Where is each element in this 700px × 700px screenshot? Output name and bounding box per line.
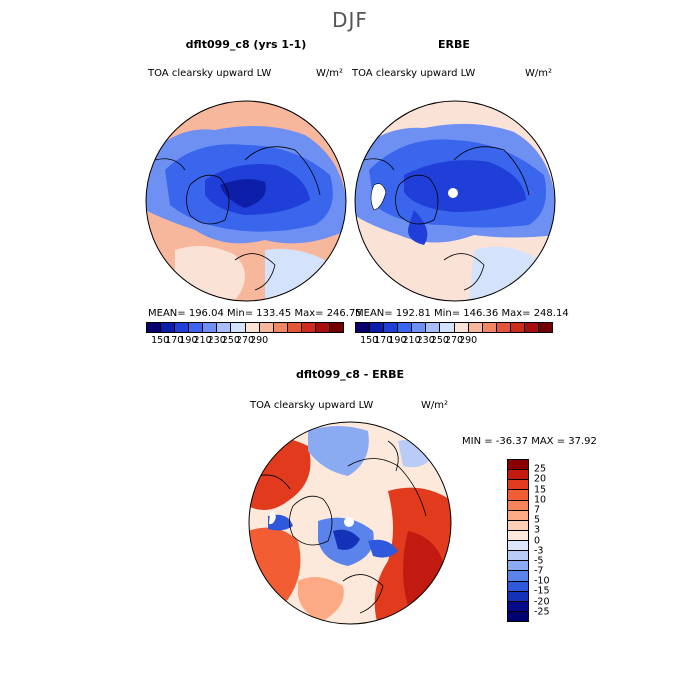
colorbar-swatch (147, 323, 162, 332)
colorbar-tick-label: -3 (534, 545, 544, 557)
left-units-label: W/m² (316, 68, 344, 79)
colorbar-tick-label: -5 (534, 555, 544, 567)
left-colorbar (146, 322, 344, 333)
colorbar-tick-label: 3 (534, 524, 541, 536)
right-colorbar-ticks: 150 170 190 210 230 250 270 290 (355, 335, 553, 347)
colorbar-swatch (508, 561, 528, 572)
colorbar-tick-label: 210 (193, 335, 212, 346)
right-variable-label: TOA clearsky upward LW (352, 68, 476, 79)
diff-colorbar-ticks: 25 20 15 10 7 5 3 0 -3 -5 -7 -10 -15 -20 -25 (534, 459, 574, 622)
colorbar-swatch (330, 323, 344, 332)
colorbar-swatch (245, 323, 260, 332)
colorbar-swatch (287, 323, 302, 332)
colorbar-tick-label: 10 (534, 494, 547, 506)
colorbar-swatch (370, 323, 385, 332)
colorbar-tick-label: 170 (165, 335, 184, 346)
colorbar-swatch (189, 323, 204, 332)
colorbar-tick-label: 290 (250, 335, 269, 346)
left-colorbar-ticks: 150 170 190 210 230 250 270 290 (146, 335, 344, 347)
right-units-label: W/m² (525, 68, 553, 79)
colorbar-swatch (508, 460, 528, 471)
colorbar-tick-label: 270 (235, 335, 255, 346)
colorbar-tick-label: 210 (402, 335, 421, 346)
colorbar-tick-label: 20 (534, 473, 547, 485)
colorbar-swatch (315, 323, 331, 332)
left-panel-title: dflt099_c8 (yrs 1-1) (185, 38, 307, 51)
colorbar-swatch (203, 323, 218, 332)
diff-variable-label: TOA clearsky upward LW (250, 400, 374, 411)
colorbar-tick-label: 0 (534, 535, 541, 546)
colorbar-swatch (508, 530, 528, 541)
colorbar-swatch (217, 323, 232, 332)
colorbar-tick-label: 250 (221, 335, 240, 346)
colorbar-swatch (524, 323, 540, 332)
colorbar-tick-label: 290 (459, 335, 478, 346)
colorbar-swatch (508, 480, 528, 491)
colorbar-swatch (440, 323, 455, 332)
colorbar-tick-label: 230 (416, 335, 435, 346)
colorbar-tick-label: 190 (388, 335, 407, 346)
colorbar-swatch (508, 571, 528, 582)
colorbar-swatch (508, 591, 528, 602)
left-variable-label: TOA clearsky upward LW (148, 68, 272, 79)
colorbar-swatch (412, 323, 427, 332)
colorbar-swatch (508, 581, 528, 592)
colorbar-swatch (301, 323, 316, 332)
left-polar-map (145, 100, 347, 302)
diff-panel-title: dflt099_c8 - ERBE (295, 368, 405, 381)
colorbar-tick-label: 270 (444, 335, 464, 346)
colorbar-swatch (508, 551, 528, 562)
colorbar-swatch (508, 611, 528, 621)
colorbar-tick-label: -15 (534, 585, 550, 597)
diff-colorbar (507, 459, 529, 622)
season-title: DJF (332, 8, 368, 32)
colorbar-tick-label: 25 (534, 463, 547, 475)
colorbar-swatch (510, 323, 525, 332)
colorbar-tick-label: -25 (534, 606, 550, 618)
colorbar-swatch (259, 323, 274, 332)
colorbar-swatch (508, 470, 528, 481)
colorbar-swatch (273, 323, 288, 332)
colorbar-swatch (175, 323, 190, 332)
diff-minmax: MIN = -36.37 MAX = 37.92 (462, 436, 597, 447)
colorbar-tick-label: 7 (534, 504, 541, 516)
colorbar-swatch (468, 323, 483, 332)
colorbar-swatch (161, 323, 176, 332)
colorbar-swatch (356, 323, 371, 332)
colorbar-swatch (454, 323, 469, 332)
colorbar-swatch (508, 520, 528, 531)
left-stats: MEAN= 196.04 Min= 133.45 Max= 246.75 (148, 308, 362, 319)
colorbar-tick-label: 230 (207, 335, 226, 346)
colorbar-tick-label: 150 (360, 335, 379, 346)
right-panel-title: ERBE (438, 38, 470, 51)
colorbar-swatch (508, 541, 528, 552)
colorbar-tick-label: 15 (534, 484, 547, 496)
colorbar-swatch (482, 323, 497, 332)
diff-units-label: W/m² (421, 400, 449, 411)
colorbar-swatch (508, 510, 528, 521)
right-colorbar (355, 322, 553, 333)
colorbar-swatch (231, 323, 246, 332)
colorbar-swatch (508, 490, 528, 501)
colorbar-tick-label: 190 (179, 335, 198, 346)
right-stats: MEAN= 192.81 Min= 146.36 Max= 248.14 (355, 308, 569, 319)
colorbar-tick-label: 170 (374, 335, 393, 346)
right-polar-map (354, 100, 556, 302)
colorbar-tick-label: 250 (430, 335, 449, 346)
colorbar-swatch (508, 601, 528, 612)
colorbar-tick-label: 150 (151, 335, 170, 346)
colorbar-swatch (539, 323, 553, 332)
colorbar-swatch (496, 323, 511, 332)
colorbar-tick-label: -7 (534, 565, 544, 577)
colorbar-tick-label: 5 (534, 514, 541, 526)
colorbar-swatch (508, 500, 528, 511)
colorbar-swatch (384, 323, 399, 332)
colorbar-swatch (426, 323, 441, 332)
diff-polar-map (248, 421, 452, 625)
colorbar-tick-label: -10 (534, 575, 550, 587)
colorbar-tick-label: -20 (534, 596, 550, 608)
colorbar-swatch (398, 323, 413, 332)
